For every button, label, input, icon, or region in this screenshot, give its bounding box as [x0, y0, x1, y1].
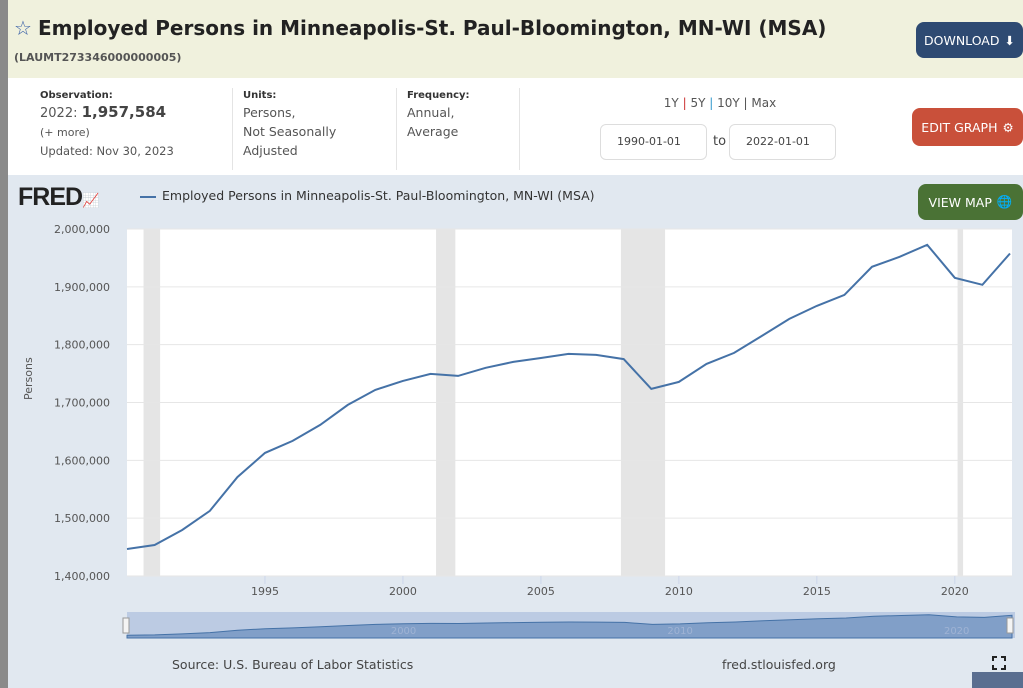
x-tick-label: 1995 — [251, 585, 279, 598]
frequency-label: Frequency: — [407, 90, 470, 101]
download-label: DOWNLOAD — [924, 32, 1000, 48]
navigator-handle-left[interactable] — [122, 617, 130, 634]
y-tick-label: 1,700,000 — [54, 397, 110, 410]
legend-label: Employed Persons in Minneapolis-St. Paul… — [162, 188, 595, 203]
fred-url-link[interactable]: fred.stlouisfed.org — [722, 657, 836, 672]
download-icon: ⬇ — [1004, 32, 1015, 48]
to-label: to — [713, 134, 727, 149]
navigator-label: 2020 — [944, 626, 969, 637]
end-date-input[interactable]: 2022-01-01 — [729, 124, 836, 160]
gear-icon: ⚙ — [1002, 119, 1014, 135]
edit-graph-label: EDIT GRAPH — [921, 119, 998, 135]
series-line — [126, 243, 1011, 550]
source-text: Source: U.S. Bureau of Labor Statistics — [172, 657, 414, 672]
y-tick-label: 1,900,000 — [54, 281, 110, 294]
logo-text: FRED — [18, 183, 83, 211]
legend-swatch — [140, 196, 156, 198]
navigator[interactable]: 2000 2010 2020 — [122, 612, 1015, 639]
chart-logo-icon: 📈 — [82, 192, 99, 208]
range-links: 1Y | 5Y | 10Y | Max — [663, 96, 777, 110]
observation-value: 1,957,584 — [81, 103, 167, 121]
series-id: (LAUMT273346000000005) — [14, 51, 182, 64]
frequency-line: Annual, — [407, 105, 455, 120]
x-tick-label: 2015 — [803, 585, 831, 598]
scroll-to-top-button[interactable] — [972, 672, 1023, 688]
units-block: Units: Persons, Not Seasonally Adjusted — [243, 90, 336, 160]
edit-graph-button[interactable]: EDIT GRAPH ⚙ — [912, 108, 1023, 146]
range-1y[interactable]: 1Y — [663, 96, 679, 110]
navigator-label: 2010 — [667, 626, 692, 637]
navigator-label: 2000 — [391, 626, 416, 637]
units-line: Adjusted — [243, 143, 298, 158]
download-button[interactable]: DOWNLOAD ⬇ — [916, 22, 1023, 58]
globe-icon: 🌐 — [996, 194, 1013, 209]
y-tick-label: 2,000,000 — [54, 223, 110, 236]
units-line: Persons, — [243, 105, 296, 120]
observation-year: 2022: — [40, 106, 78, 121]
x-tick-label: 2020 — [941, 585, 969, 598]
start-date-input[interactable]: 1990-01-01 — [600, 124, 707, 160]
observation-block: Observation: 2022: 1,957,584 (+ more) Up… — [40, 90, 174, 161]
view-map-button[interactable]: VIEW MAP 🌐 — [918, 184, 1023, 220]
series-header — [8, 0, 1023, 78]
x-tick-label: 2010 — [665, 585, 693, 598]
y-tick-label: 1,500,000 — [54, 512, 110, 525]
range-10y[interactable]: 10Y — [717, 96, 740, 110]
navigator-area — [126, 614, 1013, 639]
frequency-line: Average — [407, 124, 459, 139]
window-edge — [0, 0, 8, 688]
divider — [519, 88, 520, 170]
observation-label: Observation: — [40, 90, 113, 101]
star-icon[interactable]: ☆ — [14, 16, 32, 40]
view-map-label: VIEW MAP — [928, 194, 992, 210]
fred-logo: FRED📈 — [18, 183, 100, 212]
y-tick-label: 1,800,000 — [54, 339, 110, 352]
fullscreen-icon[interactable] — [992, 656, 1006, 670]
y-tick-label: 1,600,000 — [54, 454, 110, 467]
y-tick-label: 1,400,000 — [54, 570, 110, 583]
range-max[interactable]: Max — [751, 96, 777, 110]
navigator-handle-right[interactable] — [1006, 617, 1014, 634]
range-5y[interactable]: 5Y — [690, 96, 706, 110]
units-label: Units: — [243, 90, 277, 101]
page-title: ☆ Employed Persons in Minneapolis-St. Pau… — [14, 16, 826, 40]
units-line: Not Seasonally — [243, 124, 337, 139]
x-tick-label: 2000 — [389, 585, 417, 598]
frequency-block: Frequency: Annual, Average — [407, 90, 470, 141]
more-link[interactable]: (+ more) — [40, 126, 90, 139]
divider — [232, 88, 233, 170]
info-row — [8, 78, 1023, 175]
x-tick-label: 2005 — [527, 585, 555, 598]
divider — [396, 88, 397, 170]
title-text: Employed Persons in Minneapolis-St. Paul… — [37, 16, 827, 40]
updated-date: Updated: Nov 30, 2023 — [40, 144, 174, 158]
